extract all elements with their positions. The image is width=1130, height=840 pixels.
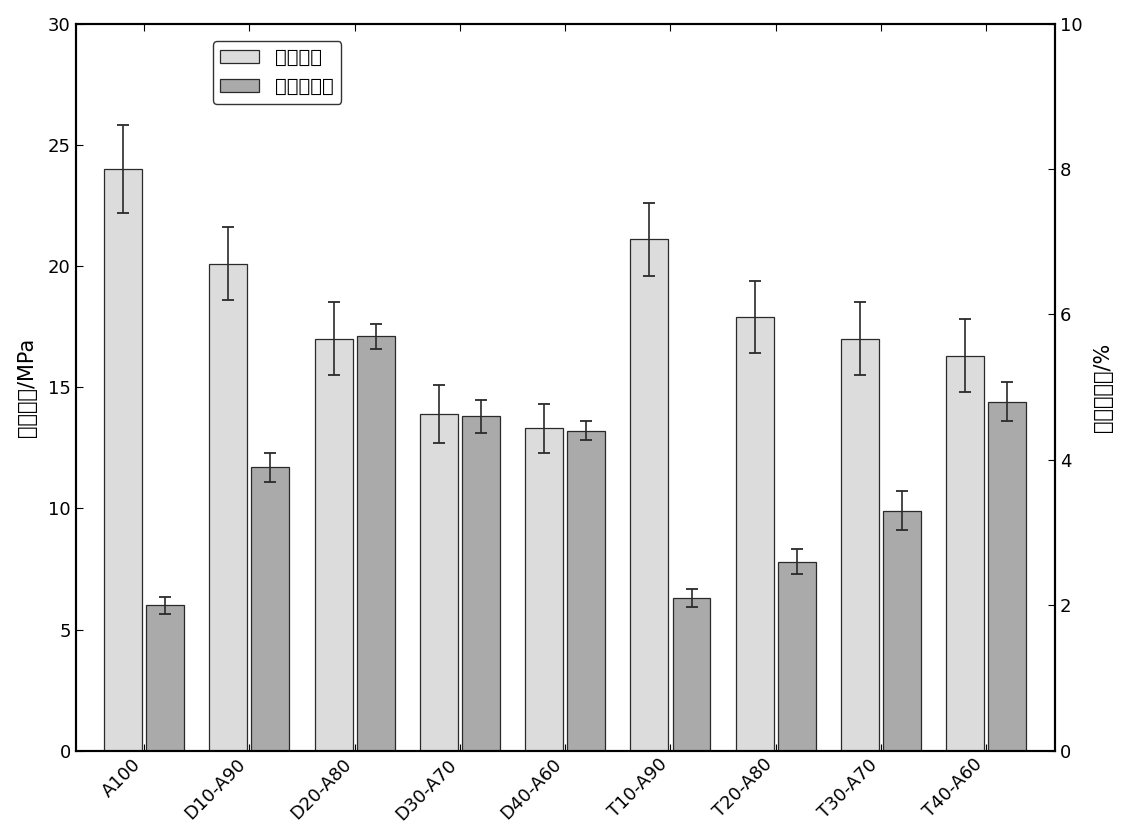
Bar — [525, 428, 563, 751]
Bar — [989, 402, 1026, 751]
Y-axis label: 断裂伸长率/%: 断裂伸长率/% — [1094, 343, 1113, 432]
Bar — [420, 414, 458, 751]
Legend: 拉伸强度, 断裂伸长率: 拉伸强度, 断裂伸长率 — [212, 40, 341, 104]
Bar — [841, 339, 879, 751]
Bar — [777, 562, 816, 751]
Bar — [884, 511, 921, 751]
Bar — [209, 264, 247, 751]
Bar — [252, 467, 289, 751]
Bar — [736, 317, 774, 751]
Bar — [146, 606, 184, 751]
Bar — [357, 336, 394, 751]
Bar — [462, 417, 499, 751]
Bar — [631, 239, 668, 751]
Bar — [946, 355, 984, 751]
Y-axis label: 拉伸强度/MPa: 拉伸强度/MPa — [17, 338, 36, 437]
Bar — [567, 431, 606, 751]
Bar — [104, 169, 142, 751]
Bar — [314, 339, 353, 751]
Bar — [672, 598, 711, 751]
